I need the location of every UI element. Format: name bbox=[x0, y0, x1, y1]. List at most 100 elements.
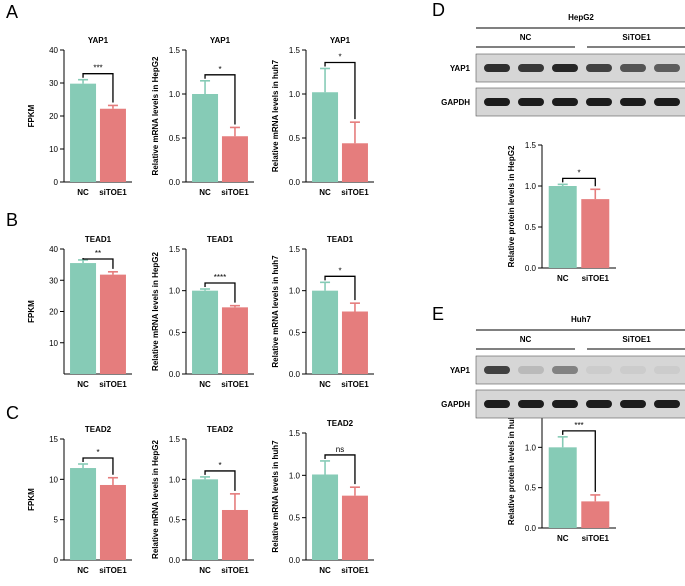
blot-E-band bbox=[654, 400, 680, 408]
chart-C3-ytick-label: 1.5 bbox=[289, 429, 301, 438]
chart-C3-ylabel: Relative mRNA levels in huh7 bbox=[271, 440, 280, 553]
chart-B2-xtick-label: siTOE1 bbox=[221, 380, 249, 389]
blot-D-band bbox=[552, 64, 578, 72]
panel-letter-A: A bbox=[6, 2, 18, 22]
chart-E-ytick-label: 0.0 bbox=[525, 524, 537, 533]
blot-D-band bbox=[518, 98, 544, 106]
chart-B3-ytick-label: 1.0 bbox=[289, 287, 301, 296]
chart-C2-ytick-label: 1.0 bbox=[169, 475, 181, 484]
chart-B1-ytick-label: 40 bbox=[49, 245, 58, 254]
panel-letter-C: C bbox=[6, 403, 19, 423]
chart-B2-ytick-label: 1.0 bbox=[169, 287, 181, 296]
chart-C2-ytick-label: 1.5 bbox=[169, 435, 181, 444]
blot-E-group-label: SiTOE1 bbox=[622, 335, 651, 344]
blot-E-band bbox=[586, 366, 612, 374]
chart-D-bar-siTOE1 bbox=[581, 199, 610, 268]
chart-B1-ytick-label: 30 bbox=[49, 276, 58, 285]
chart-B3-bar-siTOE1 bbox=[341, 311, 368, 374]
chart-C3-bar-siTOE1 bbox=[341, 495, 368, 560]
chart-A3-ytick-label: 1.0 bbox=[289, 90, 301, 99]
chart-B2-ytick-label: 0.5 bbox=[169, 328, 181, 337]
chart-A2-ytick-label: 0.0 bbox=[169, 178, 181, 187]
chart-A3-ytick-label: 0.0 bbox=[289, 178, 301, 187]
chart-B1-sig-bracket bbox=[82, 257, 114, 269]
chart-C1-ylabel: FPKM bbox=[27, 488, 36, 511]
chart-B3-sig-bracket bbox=[324, 275, 356, 301]
chart-B3-xtick-label: NC bbox=[319, 380, 331, 389]
chart-D-ylabel: Relative protein levels in HepG2 bbox=[507, 145, 516, 267]
chart-C2-ytick-label: 0.5 bbox=[169, 516, 181, 525]
chart-A1-xtick-label: NC bbox=[77, 188, 89, 197]
blot-D-lane-bg bbox=[475, 87, 685, 117]
chart-A1-title: YAP1 bbox=[88, 36, 109, 45]
chart-E-ytick-label: 1.0 bbox=[525, 443, 537, 452]
chart-D-xtick-label: siTOE1 bbox=[582, 274, 610, 283]
chart-A2-bar-NC bbox=[192, 94, 219, 182]
chart-C2-bar-siTOE1 bbox=[221, 509, 248, 560]
chart-B1-ytick-label: 10 bbox=[49, 339, 58, 348]
chart-C1-title: TEAD2 bbox=[85, 425, 112, 434]
chart-D-sig-label: * bbox=[577, 168, 580, 177]
panel-letter-B: B bbox=[6, 210, 18, 230]
chart-A3-xtick-label: siTOE1 bbox=[341, 188, 369, 197]
chart-B2-sig-label: **** bbox=[214, 273, 226, 282]
blot-D-band bbox=[552, 98, 578, 106]
blot-E-lane-bg bbox=[475, 355, 685, 385]
blot-D-band bbox=[654, 98, 680, 106]
blot-D-band bbox=[484, 98, 510, 106]
chart-E-ytick-label: 0.5 bbox=[525, 484, 537, 493]
chart-B2-ytick-label: 1.5 bbox=[169, 245, 181, 254]
chart-A3-ylabel: Relative mRNA levels in huh7 bbox=[271, 59, 280, 172]
chart-C3-ytick-label: 0.5 bbox=[289, 514, 301, 523]
chart-B3-ytick-label: 0.5 bbox=[289, 328, 301, 337]
blot-D-lane-bg bbox=[475, 53, 685, 83]
blot-D-band bbox=[518, 64, 544, 72]
chart-C3-sig-label: ns bbox=[336, 445, 344, 454]
chart-A2-title: YAP1 bbox=[210, 36, 231, 45]
chart-C1-ytick-label: 5 bbox=[54, 516, 59, 525]
chart-A3-sig-label: * bbox=[338, 52, 341, 61]
chart-A1-ytick-label: 40 bbox=[49, 46, 58, 55]
chart-A2-bar-siTOE1 bbox=[221, 136, 248, 182]
chart-B1-ylabel: FPKM bbox=[27, 300, 36, 323]
chart-A2-xtick-label: NC bbox=[199, 188, 211, 197]
chart-A3-sig-bracket bbox=[324, 61, 356, 120]
chart-C2-title: TEAD2 bbox=[207, 425, 234, 434]
chart-A2-ylabel: Relative mRNA levels in HepG2 bbox=[151, 56, 160, 175]
chart-A1-bar-NC bbox=[70, 83, 97, 182]
blot-D-band bbox=[586, 64, 612, 72]
blot-E-group-label: NC bbox=[520, 335, 532, 344]
chart-A3-xtick-label: NC bbox=[319, 188, 331, 197]
chart-A3-title: YAP1 bbox=[330, 36, 351, 45]
blot-E-band bbox=[552, 366, 578, 374]
chart-B1-sig-label: ** bbox=[95, 249, 101, 258]
chart-C1-bar-siTOE1 bbox=[99, 484, 126, 560]
blot-E-band bbox=[552, 400, 578, 408]
chart-C3-bar-NC bbox=[312, 474, 339, 560]
chart-A2-ytick-label: 1.0 bbox=[169, 90, 181, 99]
chart-A1-sig-bracket bbox=[82, 73, 114, 103]
chart-E-ylabel: Relative protein levels in huh7 bbox=[507, 409, 516, 525]
chart-C2-sig-bracket bbox=[204, 470, 236, 491]
chart-A3-bar-siTOE1 bbox=[341, 143, 368, 182]
chart-C1-ytick-label: 10 bbox=[49, 475, 58, 484]
blot-E-band bbox=[518, 366, 544, 374]
chart-D-ytick-label: 1.5 bbox=[525, 141, 537, 150]
chart-A1-bar-siTOE1 bbox=[99, 108, 126, 182]
chart-A1-ytick-label: 20 bbox=[49, 112, 58, 121]
chart-A3-bar-NC bbox=[312, 92, 339, 182]
chart-C3-ytick-label: 0.0 bbox=[289, 556, 301, 565]
chart-B1-xtick-label: NC bbox=[77, 380, 89, 389]
chart-A1-ytick-label: 0 bbox=[54, 178, 59, 187]
chart-D-xtick-label: NC bbox=[557, 274, 569, 283]
chart-B3-bar-NC bbox=[312, 290, 339, 374]
blot-E-lane-bg bbox=[475, 389, 685, 419]
blot-E-band bbox=[620, 400, 646, 408]
blot-E-protein-label: YAP1 bbox=[450, 366, 471, 375]
chart-A1-xtick-label: siTOE1 bbox=[99, 188, 127, 197]
chart-C3-xtick-label: NC bbox=[319, 566, 331, 575]
blot-D-protein-label: GAPDH bbox=[441, 98, 470, 107]
chart-B2-bar-siTOE1 bbox=[221, 307, 248, 374]
chart-A2-xtick-label: siTOE1 bbox=[221, 188, 249, 197]
